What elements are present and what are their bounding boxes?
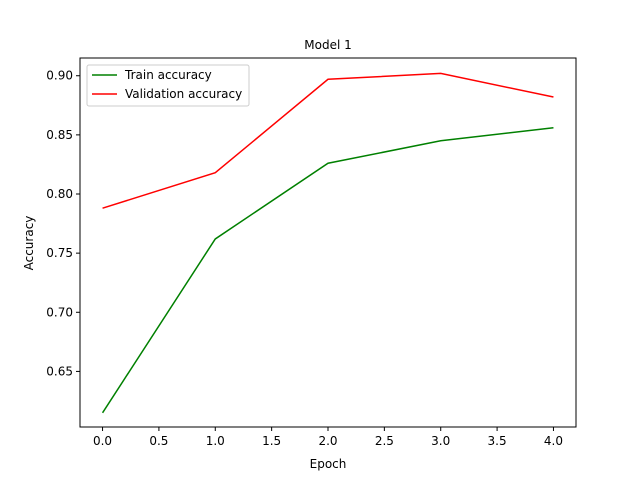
- y-tick-label: 0.65: [46, 364, 73, 378]
- y-tick-label: 0.70: [46, 305, 73, 319]
- x-tick-label: 0.5: [149, 434, 168, 448]
- y-tick-label: 0.90: [46, 69, 73, 83]
- y-axis: 0.65 0.70 0.75 0.80 0.85 0.90: [46, 69, 80, 378]
- axes-frame: [79, 57, 577, 428]
- x-axis-label: Epoch: [310, 457, 347, 471]
- legend-entry-label: Train accuracy: [124, 68, 212, 82]
- legend-box: [86, 64, 250, 107]
- chart-title: Model 1: [304, 38, 351, 52]
- y-tick-label: 0.80: [46, 187, 73, 201]
- x-tick-label: 3.0: [431, 434, 450, 448]
- x-tick-label: 3.5: [488, 434, 507, 448]
- series-line-validation-accuracy: [102, 72, 554, 209]
- x-axis: 0.0 0.5 1.0 1.5 2.0 2.5 3.0 3.5 4.0: [93, 427, 563, 448]
- x-tick-label: 2.0: [318, 434, 337, 448]
- x-tick-label: 0.0: [93, 434, 112, 448]
- legend-entry-label: Validation accuracy: [125, 87, 242, 101]
- series-lines: [101, 72, 554, 414]
- series-line-train-accuracy: [101, 127, 554, 414]
- y-axis-label: Accuracy: [22, 216, 36, 271]
- legend: Train accuracy Validation accuracy: [86, 64, 250, 107]
- y-tick-label: 0.85: [46, 128, 73, 142]
- x-tick-label: 2.5: [375, 434, 394, 448]
- x-tick-label: 1.0: [206, 434, 225, 448]
- x-tick-label: 1.5: [262, 434, 281, 448]
- y-tick-label: 0.75: [46, 246, 73, 260]
- x-tick-label: 4.0: [544, 434, 563, 448]
